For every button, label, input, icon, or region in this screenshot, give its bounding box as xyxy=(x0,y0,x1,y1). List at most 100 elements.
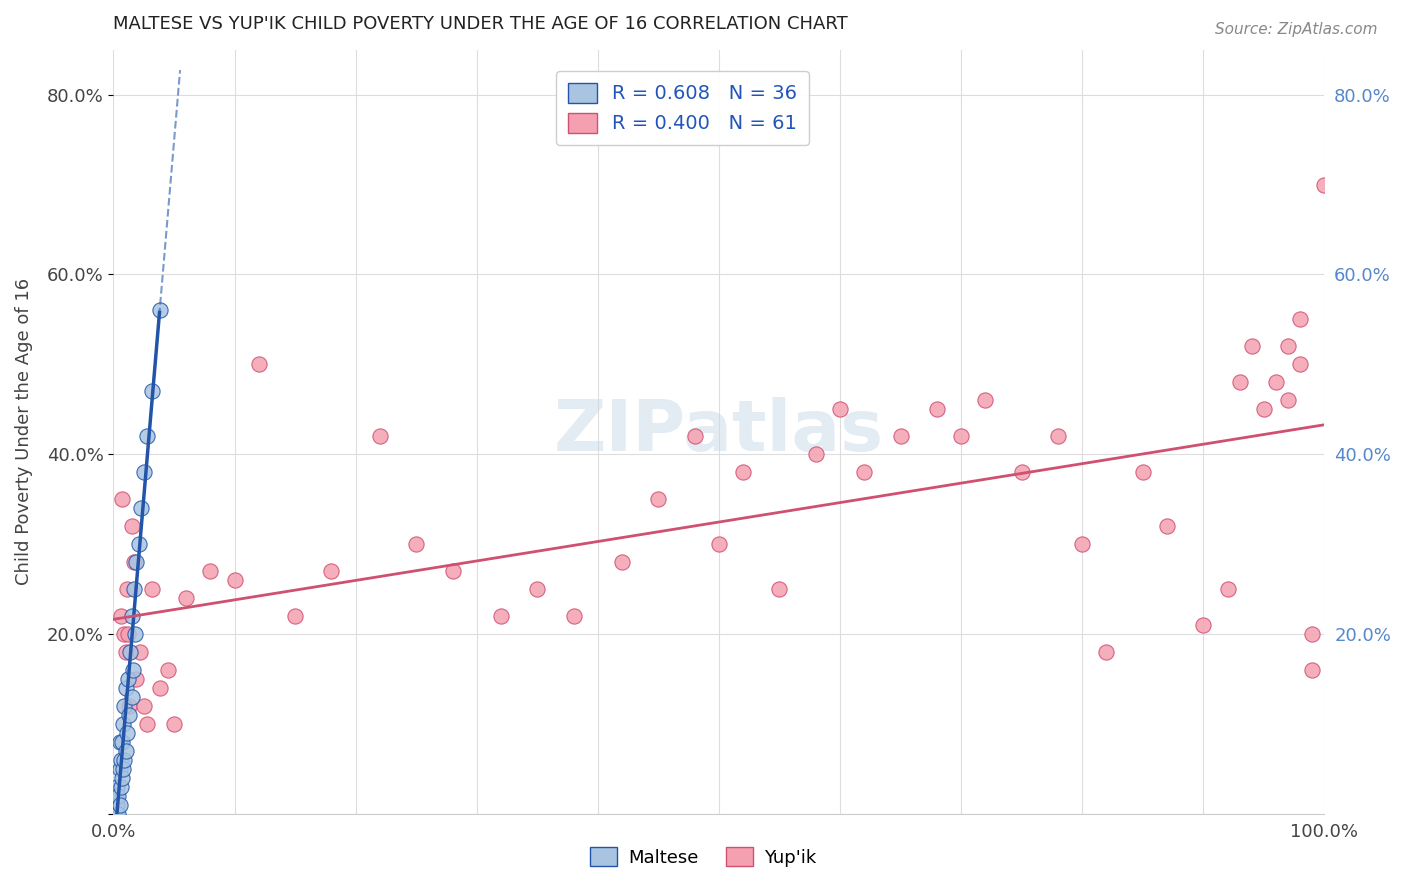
Point xyxy=(112,698,135,713)
Text: ZIPatlas: ZIPatlas xyxy=(554,397,884,467)
Point xyxy=(1301,663,1323,677)
Point xyxy=(112,627,135,641)
Point xyxy=(112,716,135,731)
Point xyxy=(950,429,973,443)
Point xyxy=(1253,402,1275,417)
Point xyxy=(368,429,391,443)
Point xyxy=(489,608,512,623)
Point xyxy=(125,672,148,686)
Point xyxy=(108,762,131,776)
Point xyxy=(108,797,131,812)
Point xyxy=(110,780,132,794)
Point xyxy=(112,762,135,776)
Point xyxy=(768,582,790,596)
Point xyxy=(804,447,827,461)
Point xyxy=(733,465,755,479)
Point xyxy=(853,465,876,479)
Point xyxy=(117,672,139,686)
Point xyxy=(115,725,138,739)
Point xyxy=(115,582,138,596)
Point xyxy=(1277,393,1299,408)
Y-axis label: Child Poverty Under the Age of 16: Child Poverty Under the Age of 16 xyxy=(15,278,32,585)
Point xyxy=(104,789,127,803)
Point xyxy=(163,716,186,731)
Text: Source: ZipAtlas.com: Source: ZipAtlas.com xyxy=(1215,22,1378,37)
Point xyxy=(121,608,143,623)
Point xyxy=(1277,339,1299,353)
Point xyxy=(562,608,585,623)
Point xyxy=(224,573,246,587)
Point xyxy=(890,429,912,443)
Point xyxy=(200,564,222,578)
Point xyxy=(925,402,948,417)
Point xyxy=(174,591,197,605)
Point xyxy=(1071,537,1094,551)
Point xyxy=(110,608,132,623)
Point xyxy=(1132,465,1154,479)
Point xyxy=(114,645,136,659)
Point xyxy=(121,519,143,533)
Point xyxy=(107,789,129,803)
Point xyxy=(107,806,129,821)
Point xyxy=(132,465,155,479)
Point xyxy=(129,645,152,659)
Point xyxy=(112,753,135,767)
Point xyxy=(111,771,134,785)
Point xyxy=(110,753,132,767)
Text: MALTESE VS YUP'IK CHILD POVERTY UNDER THE AGE OF 16 CORRELATION CHART: MALTESE VS YUP'IK CHILD POVERTY UNDER TH… xyxy=(114,15,848,33)
Point xyxy=(1289,357,1312,371)
Point xyxy=(683,429,706,443)
Point xyxy=(148,303,170,318)
Legend: R = 0.608   N = 36, R = 0.400   N = 61: R = 0.608 N = 36, R = 0.400 N = 61 xyxy=(557,71,808,145)
Point xyxy=(141,582,163,596)
Point xyxy=(131,501,153,516)
Point xyxy=(108,735,131,749)
Point xyxy=(141,384,163,399)
Point xyxy=(828,402,851,417)
Point xyxy=(111,492,134,507)
Point xyxy=(610,555,633,569)
Point xyxy=(136,429,159,443)
Legend: Maltese, Yup'ik: Maltese, Yup'ik xyxy=(583,840,823,874)
Point xyxy=(128,537,150,551)
Point xyxy=(105,780,128,794)
Point xyxy=(1011,465,1033,479)
Point xyxy=(105,797,128,812)
Point xyxy=(321,564,343,578)
Point xyxy=(118,707,141,722)
Point xyxy=(1156,519,1178,533)
Point xyxy=(1265,376,1288,390)
Point xyxy=(104,806,127,821)
Point xyxy=(121,663,143,677)
Point xyxy=(1216,582,1239,596)
Point xyxy=(148,681,170,695)
Point xyxy=(441,564,464,578)
Point xyxy=(1192,618,1215,632)
Point xyxy=(117,627,139,641)
Point xyxy=(122,555,145,569)
Point xyxy=(284,608,307,623)
Point xyxy=(526,582,548,596)
Point xyxy=(120,645,142,659)
Point xyxy=(104,806,127,821)
Point xyxy=(1289,312,1312,326)
Point xyxy=(707,537,730,551)
Point xyxy=(1229,376,1251,390)
Point xyxy=(1313,178,1336,192)
Point xyxy=(647,492,669,507)
Point xyxy=(1046,429,1069,443)
Point xyxy=(114,681,136,695)
Point xyxy=(118,698,141,713)
Point xyxy=(405,537,427,551)
Point xyxy=(1301,627,1323,641)
Point xyxy=(974,393,997,408)
Point xyxy=(136,716,159,731)
Point xyxy=(111,735,134,749)
Point xyxy=(121,690,143,704)
Point xyxy=(114,744,136,758)
Point xyxy=(1095,645,1118,659)
Point xyxy=(156,663,179,677)
Point xyxy=(125,555,148,569)
Point xyxy=(124,627,146,641)
Point xyxy=(247,357,270,371)
